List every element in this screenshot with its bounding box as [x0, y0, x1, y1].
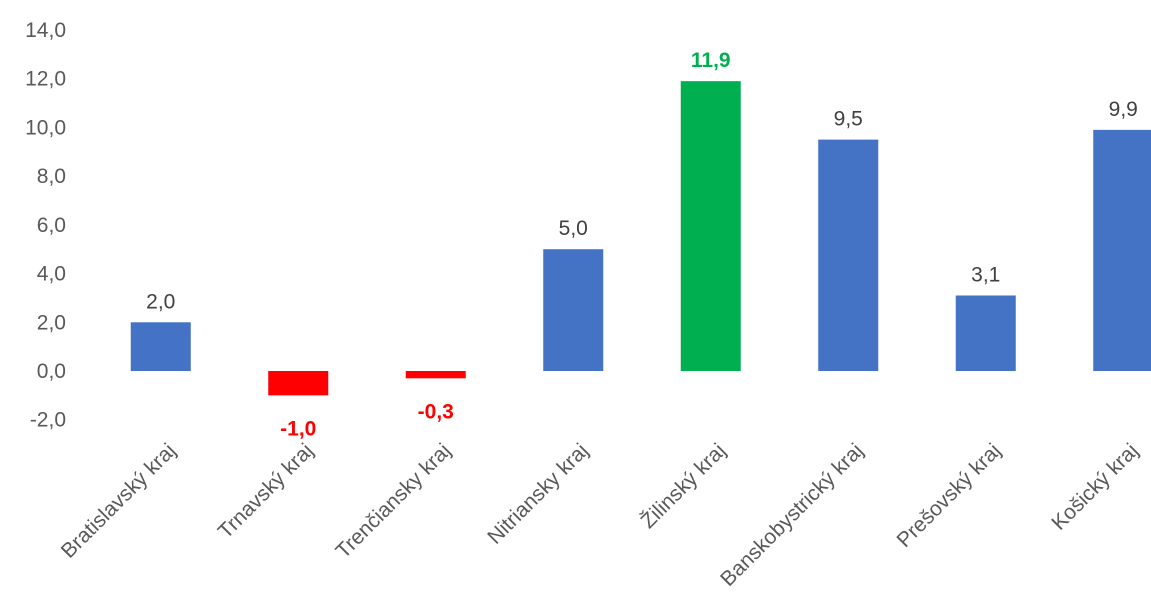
- data-labels: 2,0 -1,0 -0,3 5,0 11,9 9,5 3,1 9,9: [146, 49, 1138, 440]
- category-label: Trnavský kraj: [214, 439, 318, 543]
- bar: [1093, 129, 1151, 371]
- bar: [955, 295, 1016, 371]
- y-tick-label: -2,0: [30, 409, 66, 432]
- y-tick-label: 0,0: [37, 360, 66, 383]
- bars: [130, 81, 1151, 396]
- data-label: -0,3: [418, 400, 454, 423]
- y-tick-label: 10,0: [25, 116, 66, 139]
- data-label: 9,5: [834, 108, 863, 131]
- bar: [680, 81, 741, 372]
- y-tick-label: 2,0: [37, 311, 66, 334]
- category-label: Prešovský kraj: [892, 439, 1005, 552]
- category-label: Nitriansky kraj: [483, 439, 593, 549]
- category-label: Banskobystrický kraj: [716, 439, 868, 591]
- bar: [130, 322, 191, 371]
- data-label: 5,0: [559, 217, 588, 240]
- data-label: 11,9: [691, 49, 731, 72]
- y-axis: 14,0 12,0 10,0 8,0 6,0 4,0 2,0 0,0 -2,0: [25, 19, 66, 432]
- bar: [818, 139, 879, 371]
- y-tick-label: 8,0: [37, 165, 66, 188]
- y-tick-label: 6,0: [37, 214, 66, 237]
- category-label: Košický kraj: [1047, 439, 1142, 534]
- x-axis: Bratislavský kraj Trnavský kraj Trenčiansk…: [57, 439, 1143, 591]
- y-tick-label: 4,0: [37, 263, 66, 286]
- y-tick-label: 14,0: [25, 19, 66, 42]
- y-tick-label: 12,0: [25, 68, 66, 91]
- data-label: 3,1: [971, 263, 1000, 286]
- data-label: 2,0: [146, 290, 175, 313]
- category-label: Bratislavský kraj: [57, 439, 181, 563]
- bar: [268, 371, 329, 396]
- data-label: -1,0: [280, 417, 316, 440]
- data-label: 9,9: [1109, 98, 1138, 121]
- bar: [405, 371, 466, 379]
- category-label: Trenčiansky kraj: [331, 439, 455, 563]
- category-label: Žilinský kraj: [636, 439, 730, 533]
- bar: [543, 249, 604, 371]
